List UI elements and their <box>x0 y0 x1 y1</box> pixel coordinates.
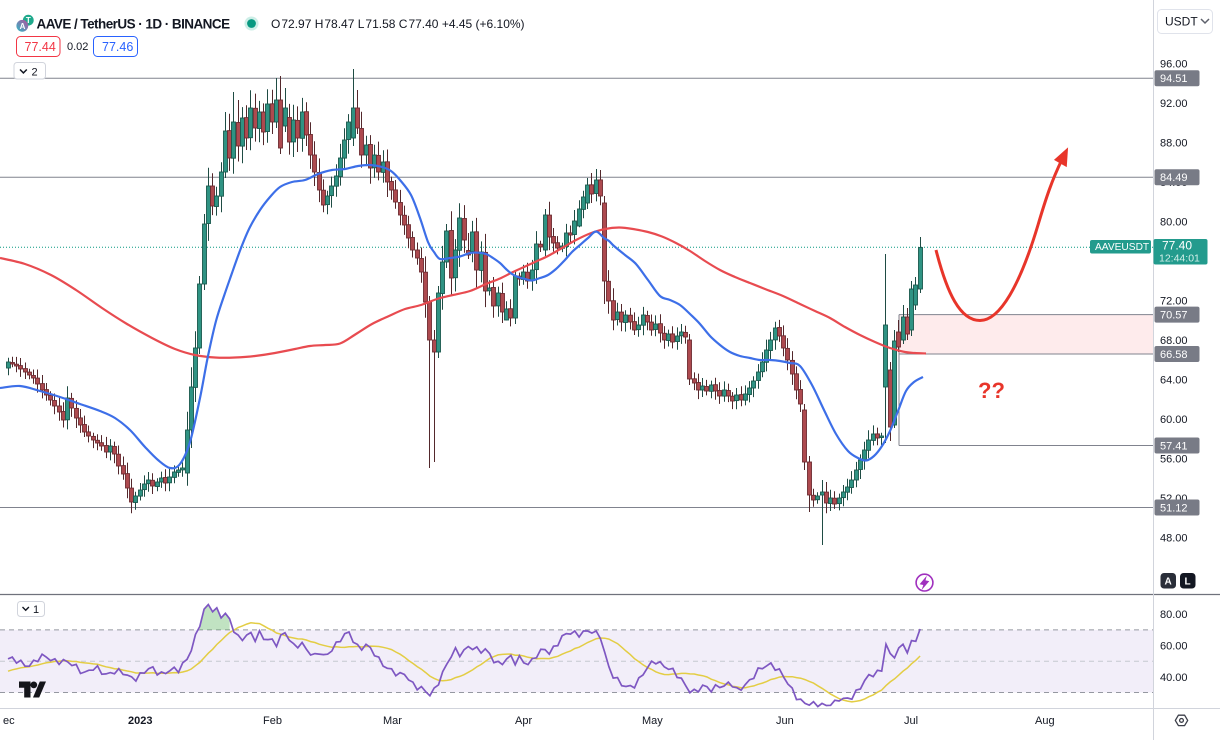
svg-text:77.40: 77.40 <box>1162 239 1192 253</box>
svg-text:92.00: 92.00 <box>1160 98 1188 110</box>
svg-text:48.00: 48.00 <box>1160 533 1188 545</box>
svg-text:Jul: Jul <box>904 715 918 727</box>
svg-text:84.49: 84.49 <box>1160 172 1188 184</box>
svg-text:0.02: 0.02 <box>67 41 88 53</box>
svg-text:68.00: 68.00 <box>1160 335 1188 347</box>
svg-text:51.12: 51.12 <box>1160 503 1188 515</box>
svg-text:2: 2 <box>32 67 38 79</box>
svg-text:ec: ec <box>3 715 15 727</box>
svg-text:66.58: 66.58 <box>1160 349 1188 361</box>
svg-text:2023: 2023 <box>128 715 152 727</box>
svg-text:L: L <box>1185 577 1191 588</box>
svg-text:60.00: 60.00 <box>1160 641 1188 653</box>
svg-text:96.00: 96.00 <box>1160 59 1188 71</box>
svg-text:Mar: Mar <box>383 715 402 727</box>
svg-text:AAVE / TetherUS · 1D · BINANCE: AAVE / TetherUS · 1D · BINANCE <box>37 17 231 32</box>
svg-text:72.00: 72.00 <box>1160 296 1188 308</box>
svg-text:O72.97 H78.47 L71.58 C77.40: O72.97 H78.47 L71.58 C77.40 +4.45 (+6.10… <box>271 17 525 31</box>
svg-text:Feb: Feb <box>263 715 282 727</box>
svg-text:A: A <box>1165 577 1172 588</box>
svg-text:80.00: 80.00 <box>1160 609 1188 621</box>
svg-text:60.00: 60.00 <box>1160 414 1188 426</box>
svg-text:57.41: 57.41 <box>1160 441 1188 453</box>
svg-text:USDT: USDT <box>1165 15 1198 29</box>
svg-text:1: 1 <box>33 604 39 616</box>
svg-text:A: A <box>20 22 26 31</box>
svg-text:12:44:01: 12:44:01 <box>1159 253 1200 265</box>
svg-text:64.00: 64.00 <box>1160 375 1188 387</box>
svg-text:94.51: 94.51 <box>1160 73 1188 85</box>
svg-text:May: May <box>642 715 663 727</box>
svg-text:Aug: Aug <box>1035 715 1055 727</box>
svg-text:??: ?? <box>978 378 1005 403</box>
svg-text:AAVEUSDT: AAVEUSDT <box>1095 242 1149 253</box>
svg-text:88.00: 88.00 <box>1160 138 1188 150</box>
svg-text:40.00: 40.00 <box>1160 672 1188 684</box>
svg-text:80.00: 80.00 <box>1160 217 1188 229</box>
svg-text:T: T <box>26 16 31 25</box>
svg-text:70.57: 70.57 <box>1160 310 1188 322</box>
svg-text:77.44: 77.44 <box>25 40 56 54</box>
svg-text:Apr: Apr <box>515 715 532 727</box>
svg-text:77.46: 77.46 <box>102 40 133 54</box>
svg-text:56.00: 56.00 <box>1160 454 1188 466</box>
svg-text:Jun: Jun <box>776 715 794 727</box>
